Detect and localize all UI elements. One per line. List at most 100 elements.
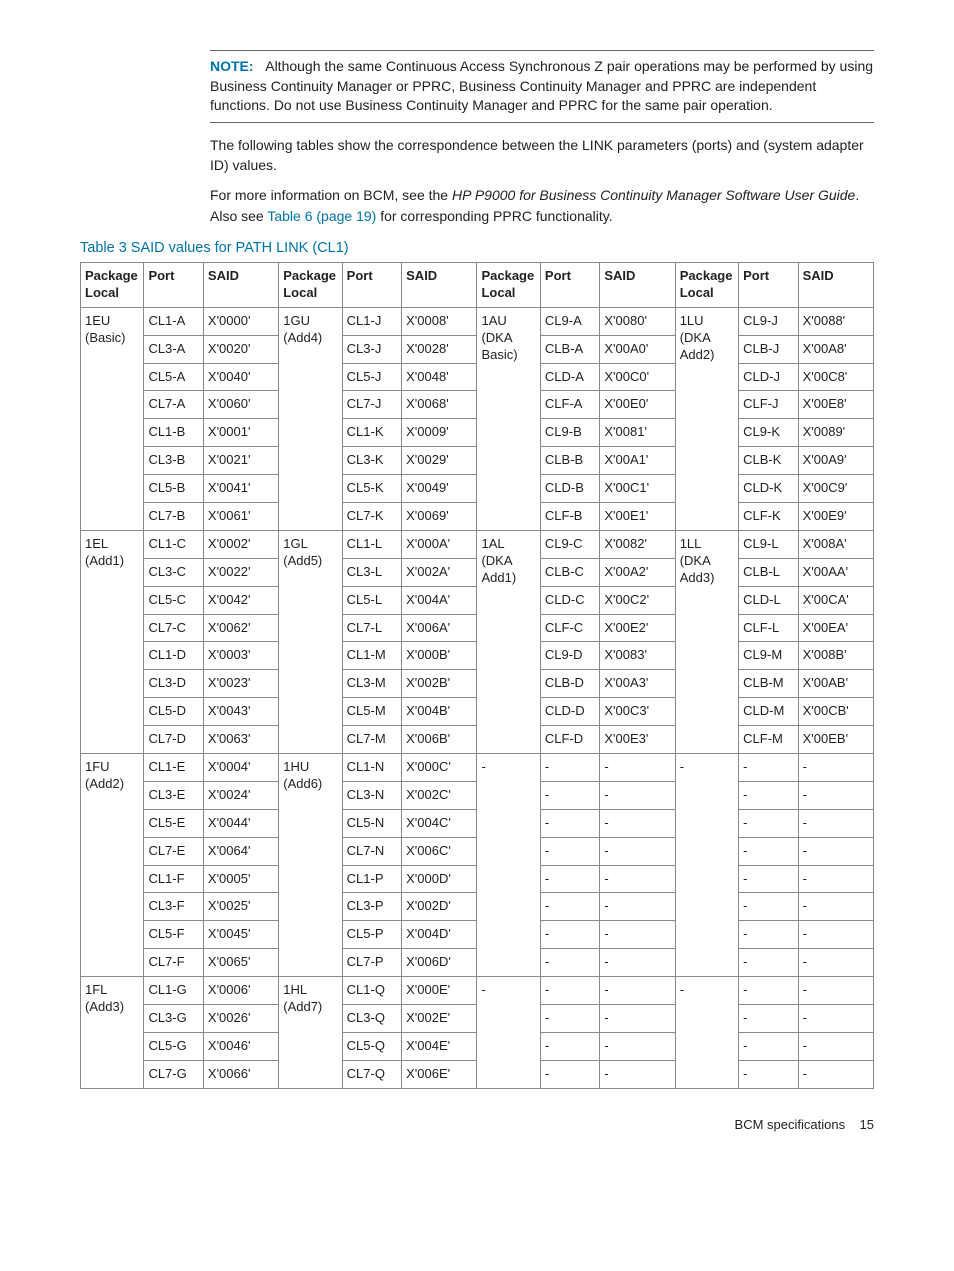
port-cell: - <box>739 754 798 782</box>
port-cell: CLD-K <box>739 475 798 503</box>
page-footer: BCM specifications 15 <box>80 1117 874 1132</box>
port-cell: CL3-F <box>144 893 203 921</box>
said-cell: X'002A' <box>402 558 477 586</box>
said-cell: X'008A' <box>798 530 873 558</box>
said-cell: X'004C' <box>402 809 477 837</box>
said-cell: X'0026' <box>203 1005 278 1033</box>
port-cell: CL9-L <box>739 530 798 558</box>
said-cell: X'00A0' <box>600 335 675 363</box>
said-table: Package Local Port SAID Package Local Po… <box>80 262 874 1089</box>
port-cell: - <box>540 921 599 949</box>
port-cell: CL5-L <box>342 586 401 614</box>
said-cell: - <box>798 1060 873 1088</box>
port-cell: CL3-M <box>342 670 401 698</box>
said-cell: X'000A' <box>402 530 477 558</box>
said-cell: X'00AA' <box>798 558 873 586</box>
said-cell: X'00C0' <box>600 363 675 391</box>
said-cell: - <box>798 809 873 837</box>
port-cell: CL3-B <box>144 447 203 475</box>
port-cell: CL1-Q <box>342 977 401 1005</box>
said-cell: X'0004' <box>203 754 278 782</box>
port-cell: CLD-C <box>540 586 599 614</box>
said-cell: X'0006' <box>203 977 278 1005</box>
said-cell: - <box>798 949 873 977</box>
said-cell: X'00E1' <box>600 502 675 530</box>
pkg-cell: 1LU(DKA Add2) <box>675 307 738 530</box>
said-cell: X'0082' <box>600 530 675 558</box>
port-cell: - <box>540 754 599 782</box>
port-cell: CL1-D <box>144 642 203 670</box>
said-cell: X'0009' <box>402 419 477 447</box>
th-said: SAID <box>600 262 675 307</box>
port-cell: CLF-J <box>739 391 798 419</box>
said-cell: - <box>600 1060 675 1088</box>
port-cell: CL1-G <box>144 977 203 1005</box>
port-cell: CL3-G <box>144 1005 203 1033</box>
said-cell: X'000B' <box>402 642 477 670</box>
port-cell: CL1-E <box>144 754 203 782</box>
said-cell: X'006A' <box>402 614 477 642</box>
said-cell: X'00CA' <box>798 586 873 614</box>
pkg-cell: 1HL(Add7) <box>279 977 342 1089</box>
said-cell: - <box>798 977 873 1005</box>
port-cell: CLD-L <box>739 586 798 614</box>
port-cell: CLD-J <box>739 363 798 391</box>
said-cell: X'002C' <box>402 781 477 809</box>
port-cell: CL3-L <box>342 558 401 586</box>
table-row: 1FU(Add2)CL1-EX'0004'1HU(Add6)CL1-NX'000… <box>81 754 874 782</box>
port-cell: CL7-D <box>144 726 203 754</box>
said-cell: X'0040' <box>203 363 278 391</box>
port-cell: - <box>540 781 599 809</box>
said-cell: X'00E9' <box>798 502 873 530</box>
port-cell: CL9-J <box>739 307 798 335</box>
port-cell: CL7-J <box>342 391 401 419</box>
para2-a: For more information on BCM, see the <box>210 187 452 203</box>
said-cell: X'0001' <box>203 419 278 447</box>
pkg-cell: - <box>675 977 738 1089</box>
port-cell: CL7-Q <box>342 1060 401 1088</box>
port-cell: CL1-M <box>342 642 401 670</box>
said-cell: X'00A1' <box>600 447 675 475</box>
said-cell: X'0080' <box>600 307 675 335</box>
port-cell: - <box>540 977 599 1005</box>
port-cell: CL3-Q <box>342 1005 401 1033</box>
port-cell: CL7-B <box>144 502 203 530</box>
said-cell: X'00C8' <box>798 363 873 391</box>
table6-link[interactable]: Table 6 (page 19) <box>267 208 376 224</box>
said-cell: X'002E' <box>402 1005 477 1033</box>
port-cell: CL3-E <box>144 781 203 809</box>
port-cell: CL3-D <box>144 670 203 698</box>
port-cell: CL1-J <box>342 307 401 335</box>
port-cell: CLB-B <box>540 447 599 475</box>
said-cell: X'000E' <box>402 977 477 1005</box>
port-cell: CLB-M <box>739 670 798 698</box>
pkg-cell: 1HU(Add6) <box>279 754 342 977</box>
port-cell: CL7-K <box>342 502 401 530</box>
port-cell: CLB-A <box>540 335 599 363</box>
port-cell: CL3-N <box>342 781 401 809</box>
said-cell: - <box>600 1005 675 1033</box>
port-cell: CL9-B <box>540 419 599 447</box>
pkg-cell: 1FL(Add3) <box>81 977 144 1089</box>
pkg-cell: - <box>477 754 540 977</box>
said-cell: - <box>600 949 675 977</box>
port-cell: CLB-D <box>540 670 599 698</box>
said-cell: X'0089' <box>798 419 873 447</box>
port-cell: CL9-M <box>739 642 798 670</box>
said-cell: X'00E2' <box>600 614 675 642</box>
said-cell: X'0068' <box>402 391 477 419</box>
said-cell: X'0061' <box>203 502 278 530</box>
said-cell: - <box>798 921 873 949</box>
said-cell: X'002D' <box>402 893 477 921</box>
pkg-cell: - <box>477 977 540 1089</box>
port-cell: - <box>540 1032 599 1060</box>
said-cell: X'00A3' <box>600 670 675 698</box>
port-cell: - <box>739 1005 798 1033</box>
said-cell: X'0049' <box>402 475 477 503</box>
said-cell: X'00CB' <box>798 698 873 726</box>
pkg-cell: 1EU(Basic) <box>81 307 144 530</box>
port-cell: CL1-A <box>144 307 203 335</box>
footer-label: BCM specifications <box>735 1117 846 1132</box>
th-pkg: Package Local <box>279 262 342 307</box>
said-cell: - <box>600 865 675 893</box>
